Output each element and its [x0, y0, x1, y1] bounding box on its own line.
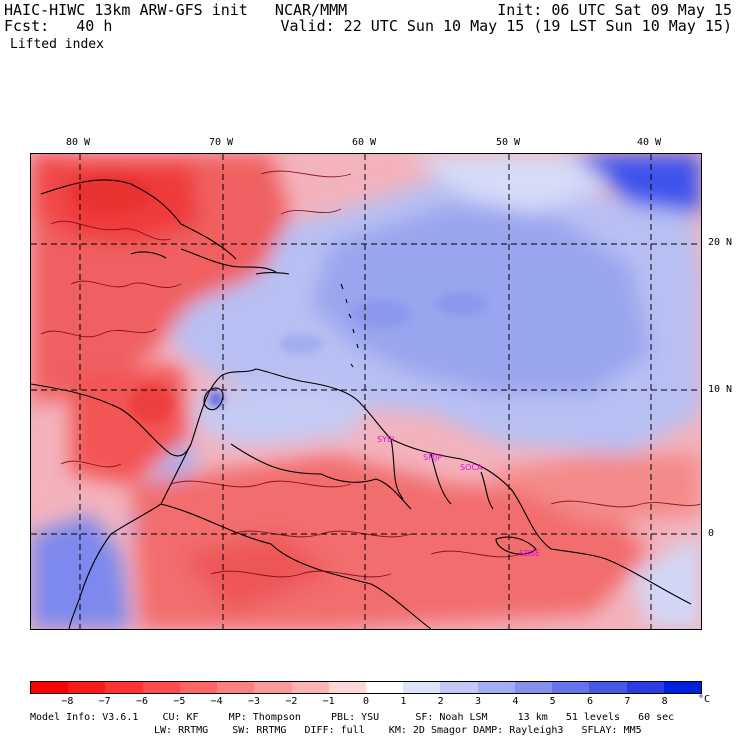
station-soca: SOCA — [460, 463, 483, 472]
lat-label-equator: 0 — [708, 528, 715, 539]
colorbar-tick-label: −2 — [285, 696, 298, 707]
colorbar-swatch — [663, 682, 701, 693]
colorbar-tick-label: −1 — [322, 696, 335, 707]
colorbar-swatch — [477, 682, 515, 693]
colorbar-tick-label: 2 — [437, 696, 444, 707]
colorbar-tick-label: 5 — [549, 696, 556, 707]
station-sbbe: SBBE — [519, 549, 540, 558]
colorbar — [30, 681, 702, 694]
colorbar-swatch — [403, 682, 441, 693]
valid-time: Valid: 22 UTC Sun 10 May 15 (19 LST Sun … — [280, 17, 732, 35]
colorbar-swatch — [626, 682, 664, 693]
init-time: Init: 06 UTC Sat 09 May 15 — [497, 1, 732, 19]
colorbar-tick-label: −8 — [61, 696, 74, 707]
lat-lon-grid — [31, 154, 701, 629]
colorbar-tick-label: −7 — [98, 696, 111, 707]
colorbar-swatch — [142, 682, 180, 693]
lon-label-50w: 50 W — [496, 137, 521, 148]
colorbar-swatch — [589, 682, 627, 693]
colorbar-swatch — [68, 682, 106, 693]
colorbar-tick-label: −3 — [247, 696, 261, 707]
colorbar-unit: °C — [698, 694, 711, 705]
lat-label-20n: 20 N — [708, 237, 733, 248]
colorbar-swatch — [328, 682, 366, 693]
colorbar-swatch — [254, 682, 292, 693]
colorbar-swatch — [105, 682, 143, 693]
colorbar-swatch — [291, 682, 329, 693]
lon-label-60w: 60 W — [352, 137, 377, 148]
colorbar-tick-label: 3 — [474, 696, 482, 707]
lifted-index-map: SYEI SMJP SOCA SBBE — [30, 153, 702, 630]
coastlines — [31, 179, 692, 629]
colorbar-tick-label: −6 — [135, 696, 149, 707]
model-info-line1: Model Info: V3.6.1 CU: KF MP: Thompson P… — [30, 712, 675, 723]
forecast-hour: Fcst: 40 h — [4, 17, 113, 35]
colorbar-swatch — [552, 682, 590, 693]
colorbar-tick-label: 6 — [586, 696, 594, 707]
colorbar-swatch — [440, 682, 478, 693]
field-name: Lifted index — [10, 37, 104, 52]
colorbar-tick-label: 7 — [624, 696, 631, 707]
model-info-line2: LW: RRTMG SW: RRTMG DIFF: full KM: 2D Sm… — [154, 725, 642, 736]
colorbar-swatch — [179, 682, 218, 693]
lon-label-80w: 80 W — [66, 137, 91, 148]
colorbar-tick-label: 4 — [512, 696, 519, 707]
model-title: HAIC-HIWC 13km ARW-GFS init NCAR/MMM — [4, 1, 348, 19]
colorbar-swatch — [365, 682, 404, 693]
lon-label-40w: 40 W — [637, 137, 662, 148]
colorbar-swatch — [217, 682, 255, 693]
colorbar-tick-label: −5 — [173, 696, 186, 707]
lat-label-10n: 10 N — [708, 384, 733, 395]
colorbar-tick-label: 0 — [362, 696, 370, 707]
colorbar-swatch — [514, 682, 553, 693]
colorbar-swatch — [31, 682, 69, 693]
colorbar-tick-label: −4 — [210, 696, 223, 707]
colorbar-tick-label: 8 — [661, 696, 668, 707]
station-smjp: SMJP — [423, 453, 442, 462]
station-syei: SYEI — [377, 435, 394, 444]
colorbar-tick-label: 1 — [400, 696, 407, 707]
lon-label-70w: 70 W — [209, 137, 234, 148]
